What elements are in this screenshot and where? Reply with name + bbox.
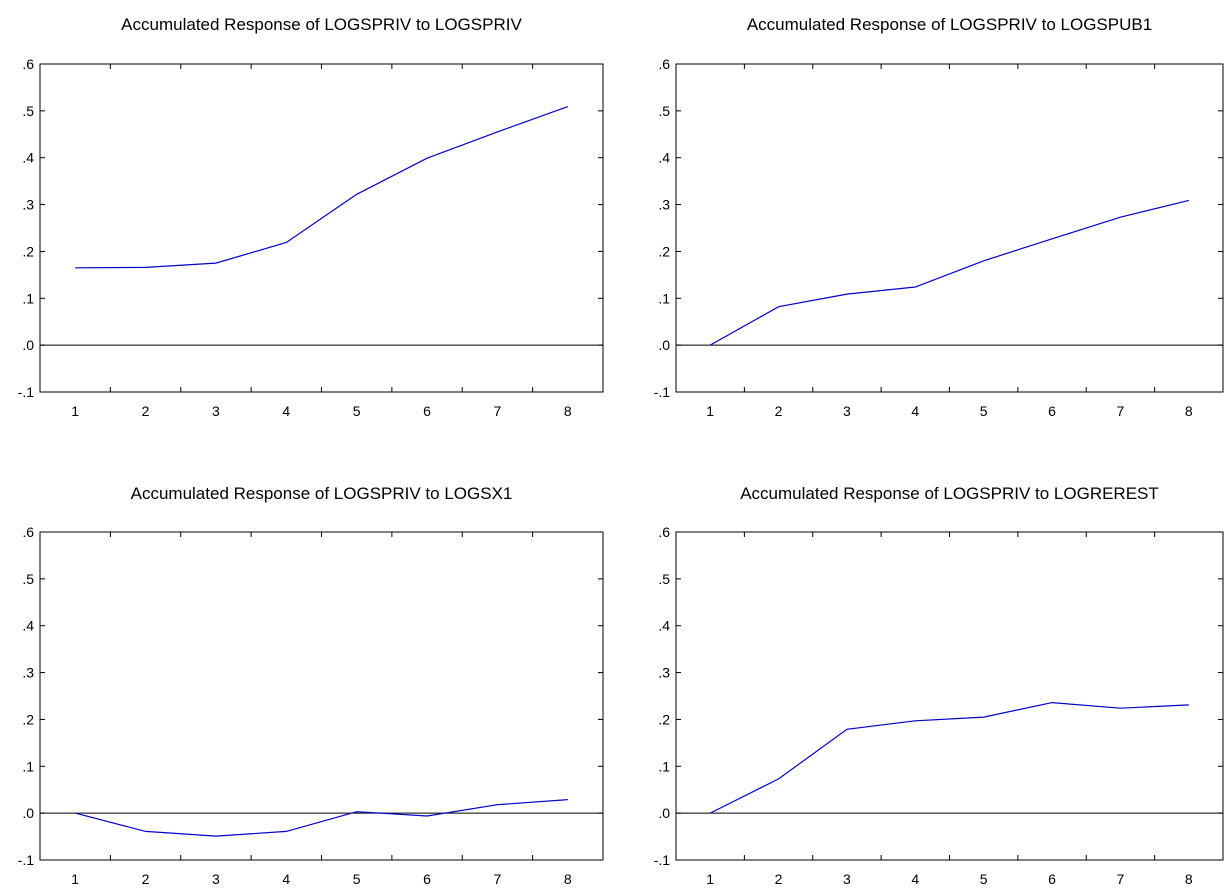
x-tick-label: 4 (282, 871, 290, 887)
response-line (709, 701, 1189, 814)
y-tick-label: -.1 (18, 852, 35, 868)
x-tick-label: 6 (423, 403, 431, 419)
response-line (75, 799, 568, 837)
y-tick-label: .0 (658, 805, 670, 821)
y-tick-label: .4 (22, 150, 34, 166)
chart-title: Accumulated Response of LOGSPRIV to LOGR… (740, 484, 1159, 503)
x-tick-label: 2 (142, 403, 150, 419)
y-tick-label: .3 (658, 665, 670, 681)
chart-title: Accumulated Response of LOGSPRIV to LOGS… (121, 15, 522, 34)
y-tick-label: .3 (22, 665, 34, 681)
response-line (709, 199, 1189, 346)
y-tick-label: .6 (22, 524, 34, 540)
y-tick-label: .5 (22, 103, 34, 119)
chart-panel-top-right: Accumulated Response of LOGSPRIV to LOGS… (654, 15, 1224, 419)
chart-panel-top-left: Accumulated Response of LOGSPRIV to LOGS… (18, 15, 604, 419)
y-tick-label: .2 (658, 711, 670, 727)
y-tick-label: .0 (22, 805, 34, 821)
x-tick-label: 8 (564, 871, 572, 887)
x-tick-label: 6 (1048, 871, 1056, 887)
y-tick-label: .1 (658, 290, 670, 306)
chart-panel-bottom-left: Accumulated Response of LOGSPRIV to LOGS… (18, 484, 604, 887)
y-tick-label: .6 (658, 524, 670, 540)
x-tick-label: 4 (911, 403, 919, 419)
x-tick-label: 1 (706, 871, 714, 887)
y-tick-label: -.1 (654, 852, 671, 868)
x-tick-label: 5 (353, 403, 361, 419)
x-tick-label: 7 (494, 403, 502, 419)
x-tick-label: 7 (1117, 403, 1125, 419)
y-tick-label: .4 (658, 618, 670, 634)
x-tick-label: 5 (353, 871, 361, 887)
y-tick-label: .2 (22, 243, 34, 259)
x-tick-label: 8 (564, 403, 572, 419)
x-tick-label: 3 (212, 871, 220, 887)
y-tick-label: .3 (658, 197, 670, 213)
x-tick-label: 2 (775, 403, 783, 419)
x-tick-label: 2 (775, 871, 783, 887)
x-tick-label: 7 (1117, 871, 1125, 887)
x-tick-label: 8 (1185, 403, 1193, 419)
x-tick-label: 5 (980, 871, 988, 887)
y-tick-label: .2 (658, 243, 670, 259)
plot-frame (675, 531, 1224, 861)
x-tick-label: 4 (911, 871, 919, 887)
y-tick-label: -.1 (654, 384, 671, 400)
y-tick-label: .2 (22, 711, 34, 727)
x-tick-label: 7 (494, 871, 502, 887)
y-tick-label: .5 (658, 103, 670, 119)
y-tick-label: .4 (22, 618, 34, 634)
plot-frame (675, 63, 1224, 393)
y-tick-label: .4 (658, 150, 670, 166)
y-tick-label: .5 (22, 571, 34, 587)
plot-frame (39, 63, 604, 393)
y-tick-label: -.1 (18, 384, 35, 400)
chart-panel-bottom-right: Accumulated Response of LOGSPRIV to LOGR… (654, 484, 1224, 887)
x-tick-label: 3 (212, 403, 220, 419)
y-tick-label: .3 (22, 197, 34, 213)
x-tick-label: 8 (1185, 871, 1193, 887)
x-tick-label: 3 (843, 403, 851, 419)
x-tick-label: 3 (843, 871, 851, 887)
x-tick-label: 6 (1048, 403, 1056, 419)
x-tick-label: 1 (71, 871, 79, 887)
plot-frame (39, 531, 604, 861)
y-tick-label: .1 (658, 758, 670, 774)
y-tick-label: .6 (658, 56, 670, 72)
x-tick-label: 1 (706, 403, 714, 419)
x-tick-label: 6 (423, 871, 431, 887)
y-tick-label: .5 (658, 571, 670, 587)
chart-title: Accumulated Response of LOGSPRIV to LOGS… (131, 484, 513, 503)
y-tick-label: .0 (22, 337, 34, 353)
chart-title: Accumulated Response of LOGSPRIV to LOGS… (747, 15, 1152, 34)
x-tick-label: 4 (282, 403, 290, 419)
y-tick-label: .0 (658, 337, 670, 353)
x-tick-label: 1 (71, 403, 79, 419)
y-tick-label: .1 (22, 758, 34, 774)
y-tick-label: .6 (22, 56, 34, 72)
x-tick-label: 5 (980, 403, 988, 419)
response-line (75, 106, 569, 269)
x-tick-label: 2 (142, 871, 150, 887)
y-tick-label: .1 (22, 290, 34, 306)
